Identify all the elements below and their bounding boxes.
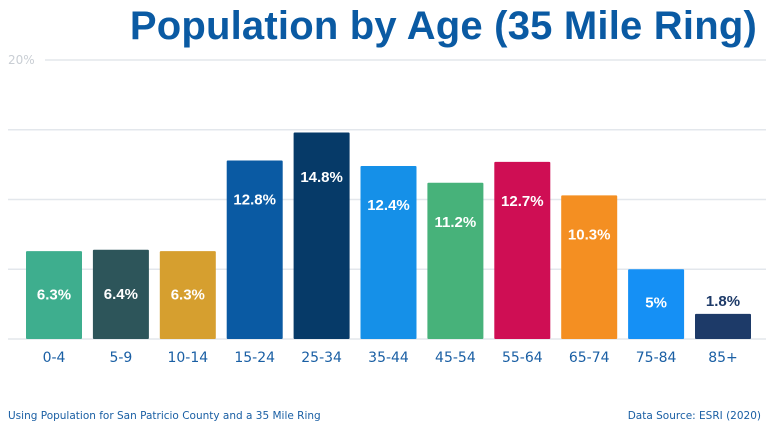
x-tick-label: 65-74 — [569, 350, 610, 366]
x-tick-label: 55-64 — [502, 350, 543, 366]
bar-10-14 — [159, 251, 216, 339]
data-label: 10.3% — [568, 226, 611, 243]
bar-65-74 — [561, 195, 618, 339]
bar-0-4 — [26, 251, 82, 339]
chart-title: Population by Age (35 Mile Ring) — [129, 4, 757, 48]
data-label: 12.4% — [367, 197, 410, 214]
bar-25-34 — [293, 132, 350, 339]
footnote: Using Population for San Patricio County… — [8, 410, 321, 422]
data-label: 11.2% — [435, 214, 477, 231]
data-label: 1.8% — [706, 293, 740, 310]
y-axis-ticks: 20% — [8, 53, 35, 67]
bar-15-24 — [226, 160, 283, 339]
x-tick-label: 45-54 — [435, 350, 476, 366]
bar-5-9 — [92, 249, 149, 339]
y-tick-label: 20% — [8, 53, 35, 67]
data-source: Data Source: ESRI (2020) — [627, 410, 761, 422]
data-label: 6.3% — [37, 286, 71, 303]
x-tick-label: 0-4 — [43, 350, 66, 366]
x-tick-label: 75-84 — [636, 350, 677, 366]
data-label: 6.4% — [104, 286, 138, 303]
x-tick-label: 15-24 — [234, 350, 275, 366]
bar-55-64 — [494, 161, 551, 339]
x-tick-label: 10-14 — [167, 350, 208, 366]
data-label: 12.8% — [233, 191, 276, 208]
x-tick-label: 5-9 — [109, 350, 132, 366]
bar-35-44 — [360, 166, 417, 339]
x-tick-label: 25-34 — [301, 350, 342, 366]
x-axis-ticks: 0-4 5-9 10-14 15-24 25-34 35-44 45-54 55-64 65-7… — [43, 350, 738, 366]
data-label: 14.8% — [300, 169, 343, 186]
data-label: 6.3% — [171, 286, 205, 303]
x-tick-label: 85+ — [708, 350, 738, 366]
data-label: 5% — [645, 295, 667, 312]
bar-75-84 — [628, 269, 685, 339]
bars — [26, 132, 751, 339]
bar-45-54 — [427, 182, 484, 339]
bar-85+ — [695, 313, 751, 339]
data-labels: 6.3% 6.4% 6.3% 12.8% 14.8% 12.4% 11.2% 12.7% 10.… — [37, 169, 740, 312]
data-label: 12.7% — [501, 193, 544, 210]
x-tick-label: 35-44 — [368, 350, 409, 366]
